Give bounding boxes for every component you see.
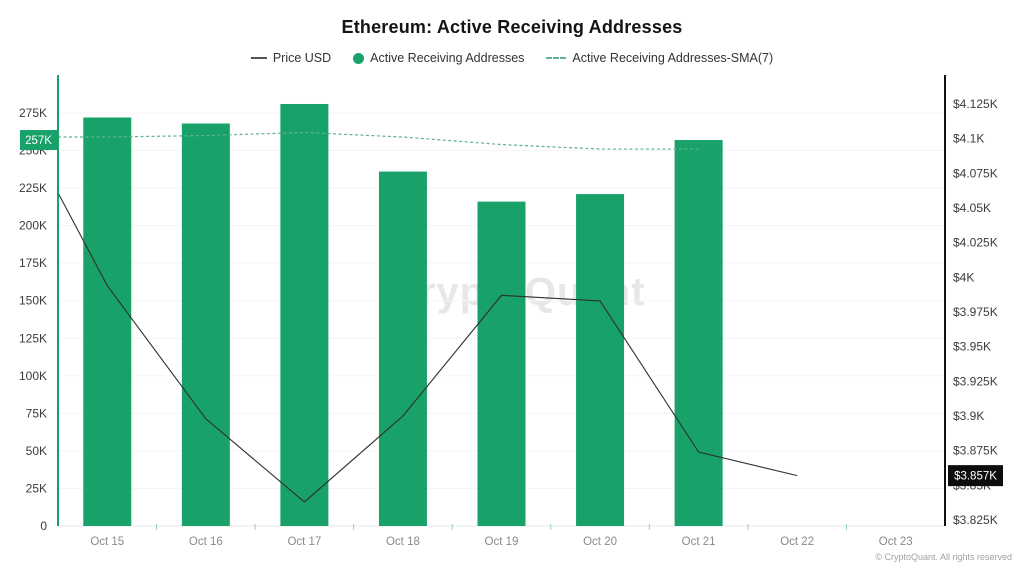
legend-label: Active Receiving Addresses-SMA(7) [572, 51, 774, 65]
latest-value-badge-left-text: 257K [25, 135, 52, 147]
x-axis-label: Oct 16 [189, 536, 223, 548]
dash-swatch-icon [546, 57, 567, 59]
line-swatch-icon [250, 57, 267, 59]
x-axis-label: Oct 22 [780, 536, 814, 548]
legend: Price USD Active Receiving Addresses Activ… [0, 49, 1024, 67]
bar-oct-18[interactable] [378, 171, 427, 526]
right-axis-tick-label: $3.925K [953, 374, 998, 388]
x-axis-label: Oct 19 [485, 536, 519, 548]
chart-title: Ethereum: Active Receiving Addresses [341, 17, 683, 37]
circle-swatch-icon [353, 52, 365, 64]
legend-item-active-receiving-addresses-sma-7-[interactable]: Active Receiving Addresses-SMA(7) [546, 51, 773, 65]
latest-value-badge-right [948, 465, 1003, 487]
left-axis-tick-label: 275K [19, 106, 47, 120]
left-axis-tick-label: 200K [19, 219, 47, 233]
latest-value-badge-left [20, 130, 57, 151]
legend-item-price-usd[interactable]: Price USD [250, 51, 332, 65]
sma-line [58, 131, 699, 150]
right-axis-tick-label: $4.1K [953, 132, 984, 146]
x-axis-label: Oct 17 [287, 536, 321, 548]
left-axis-tick-label: 225K [19, 181, 47, 195]
bar-oct-16[interactable] [181, 123, 230, 526]
latest-value-badge-right-text: $3.857K [954, 471, 997, 483]
left-axis-tick-label: 100K [19, 369, 47, 383]
right-axis-tick-label: $4.125K [953, 97, 998, 111]
left-axis-tick-label: 25K [26, 481, 47, 495]
copyright: © CryptoQuant. All rights reserved [875, 552, 1012, 562]
x-axis-label: Oct 20 [583, 536, 617, 548]
x-axis-label: Oct 21 [682, 536, 716, 548]
bar-oct-21[interactable] [674, 140, 723, 527]
left-axis-tick-label: 0 [40, 519, 47, 533]
right-axis-tick-label: $4.075K [953, 166, 998, 180]
right-axis-tick-label: $3.825K [953, 513, 998, 527]
right-axis-tick-label: $3.95K [953, 340, 991, 354]
right-axis-tick-label: $4.05K [953, 201, 991, 215]
bar-oct-19[interactable] [477, 201, 526, 526]
left-axis-tick-label: 175K [19, 256, 47, 270]
bar-oct-15[interactable] [83, 117, 132, 526]
legend-label: Price USD [272, 51, 332, 65]
left-axis-tick-label: 150K [19, 294, 47, 308]
bar-oct-20[interactable] [576, 194, 625, 526]
right-axis-tick-label: $4.025K [953, 236, 998, 250]
x-axis-label: Oct 23 [879, 536, 913, 548]
right-axis-tick-label: $3.875K [953, 444, 998, 458]
x-axis-label: Oct 15 [90, 536, 124, 548]
left-axis-tick-label: 75K [26, 406, 47, 420]
bar-oct-17[interactable] [280, 103, 329, 527]
x-axis-label: Oct 18 [386, 536, 420, 548]
left-axis-tick-label: 50K [26, 444, 47, 458]
legend-item-active-receiving-addresses[interactable]: Active Receiving Addresses [353, 51, 524, 65]
legend-label: Active Receiving Addresses [370, 51, 525, 65]
left-axis-tick-label: 125K [19, 331, 47, 345]
price-line [57, 192, 798, 503]
right-axis-tick-label: $3.975K [953, 305, 998, 319]
right-axis-tick-label: $4K [953, 270, 974, 284]
right-axis-tick-label: $3.9K [953, 409, 984, 423]
